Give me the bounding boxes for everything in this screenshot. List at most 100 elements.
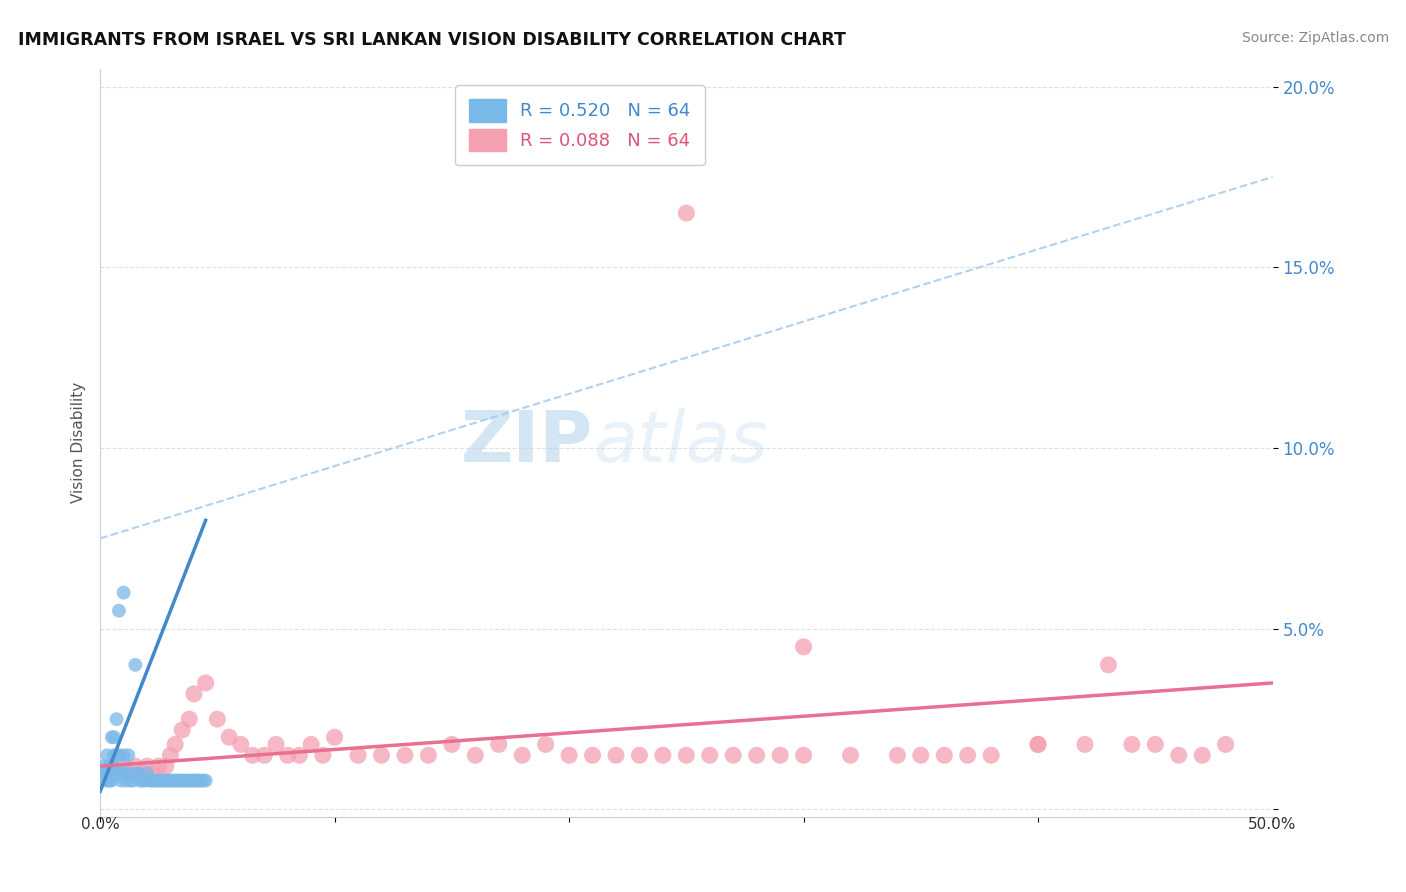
Point <box>581 748 603 763</box>
Point <box>534 738 557 752</box>
Point <box>101 766 124 780</box>
Point <box>166 773 188 788</box>
Point <box>1026 738 1049 752</box>
Point <box>1191 748 1213 763</box>
Point <box>141 773 163 788</box>
Point <box>98 773 121 788</box>
Point <box>101 759 124 773</box>
Point <box>159 773 181 788</box>
Legend: R = 0.520   N = 64, R = 0.088   N = 64: R = 0.520 N = 64, R = 0.088 N = 64 <box>456 85 704 165</box>
Point <box>103 748 125 763</box>
Point <box>117 748 139 763</box>
Point <box>207 712 229 726</box>
Point <box>418 748 440 763</box>
Point <box>934 748 956 763</box>
Point <box>138 773 160 788</box>
Point <box>173 773 195 788</box>
Point <box>143 773 166 788</box>
Point <box>980 748 1002 763</box>
Point <box>155 773 177 788</box>
Point <box>150 773 173 788</box>
Point <box>745 748 768 763</box>
Text: 50.0%: 50.0% <box>1249 817 1296 832</box>
Point <box>96 773 118 788</box>
Point <box>108 748 131 763</box>
Point <box>112 748 135 763</box>
Point <box>488 738 510 752</box>
Point <box>558 748 581 763</box>
Point <box>323 730 346 744</box>
Text: IMMIGRANTS FROM ISRAEL VS SRI LANKAN VISION DISABILITY CORRELATION CHART: IMMIGRANTS FROM ISRAEL VS SRI LANKAN VIS… <box>18 31 846 49</box>
Point <box>112 766 135 780</box>
Point <box>127 766 149 780</box>
Text: ZIP: ZIP <box>460 409 592 477</box>
Point <box>180 773 202 788</box>
Point <box>193 773 215 788</box>
Point <box>793 748 815 763</box>
Point <box>129 773 152 788</box>
Point <box>218 730 240 744</box>
Point <box>187 773 209 788</box>
Point <box>956 748 979 763</box>
Point <box>886 748 908 763</box>
Point <box>699 748 721 763</box>
Point <box>101 773 124 788</box>
Point <box>108 766 131 780</box>
Point <box>96 766 118 780</box>
Point <box>165 773 187 788</box>
Point <box>793 640 815 654</box>
Point <box>145 773 167 788</box>
Point <box>134 773 156 788</box>
Point <box>394 748 416 763</box>
Point <box>110 766 132 780</box>
Point <box>120 773 142 788</box>
Point <box>242 748 264 763</box>
Point <box>1215 738 1237 752</box>
Point <box>288 748 311 763</box>
Y-axis label: Vision Disability: Vision Disability <box>72 382 86 503</box>
Point <box>91 773 114 788</box>
Point <box>131 773 153 788</box>
Point <box>229 738 252 752</box>
Point <box>172 773 194 788</box>
Point <box>264 738 287 752</box>
Point <box>96 748 118 763</box>
Point <box>152 773 174 788</box>
Point <box>347 748 370 763</box>
Point <box>1167 748 1189 763</box>
Point <box>651 748 673 763</box>
Point <box>183 687 205 701</box>
Point <box>94 759 117 773</box>
Point <box>108 604 131 618</box>
Point <box>839 748 862 763</box>
Point <box>136 766 159 780</box>
Point <box>1144 738 1167 752</box>
Point <box>464 748 486 763</box>
Point <box>112 759 135 773</box>
Point <box>105 766 128 780</box>
Point <box>172 723 194 737</box>
Point <box>675 206 697 220</box>
Point <box>124 657 146 672</box>
Point <box>110 773 132 788</box>
Point <box>148 773 170 788</box>
Text: 0.0%: 0.0% <box>80 817 120 832</box>
Point <box>159 748 181 763</box>
Point <box>157 773 180 788</box>
Point <box>117 766 139 780</box>
Point <box>1121 738 1143 752</box>
Text: Source: ZipAtlas.com: Source: ZipAtlas.com <box>1241 31 1389 45</box>
Point <box>194 773 217 788</box>
Point <box>769 748 792 763</box>
Point <box>101 730 124 744</box>
Point <box>910 748 932 763</box>
Point <box>183 773 205 788</box>
Point <box>98 759 121 773</box>
Point <box>510 748 533 763</box>
Point <box>124 759 146 773</box>
Point <box>141 766 163 780</box>
Point <box>105 712 128 726</box>
Point <box>148 759 170 773</box>
Point <box>131 766 153 780</box>
Point <box>723 748 745 763</box>
